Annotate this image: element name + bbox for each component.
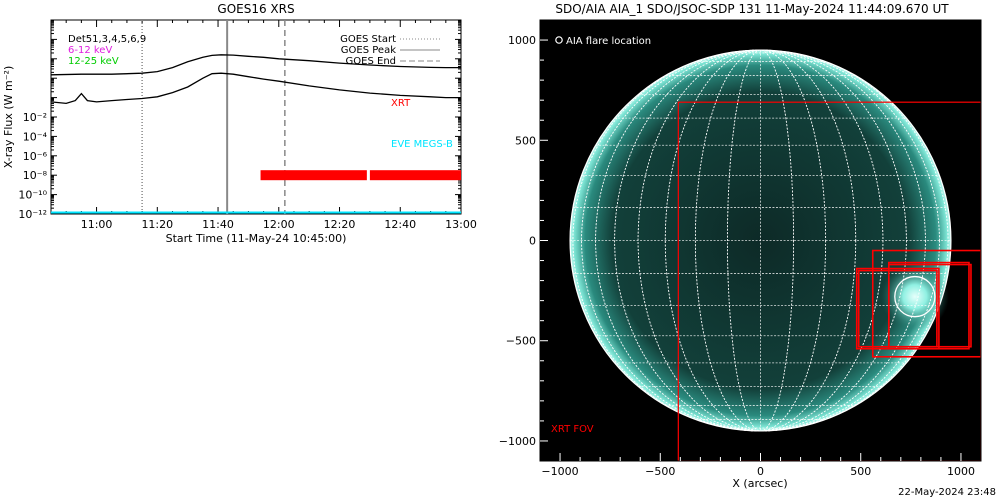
xrt-fov-label: XRT FOV: [551, 424, 594, 435]
legend-goes-peak: GOES Peak: [341, 45, 396, 56]
goes-y-tick-label: 10⁻²: [23, 111, 47, 124]
goes-x-tick-label: 11:40: [202, 218, 234, 231]
aia-x-tick-label: −500: [645, 465, 675, 478]
footer-timestamp: 22-May-2024 23:48: [898, 487, 996, 498]
aia-y-tick-label: 0: [529, 235, 536, 248]
goes-x-axis-label: Start Time (11-May-24 10:45:00): [166, 232, 347, 245]
series-goes-long-channel: [51, 54, 461, 76]
aia-x-ticks: −1000 −500 0 500 1000: [541, 453, 975, 478]
xrt-fov-box: [857, 269, 938, 348]
aia-y-tick-label: −1000: [499, 435, 536, 448]
goes-x-tick-label: 11:20: [141, 218, 173, 231]
energy-band-12-25: 12-25 keV: [68, 56, 119, 67]
aia-x-tick-label: 0: [757, 465, 764, 478]
energy-band-6-12: 6-12 keV: [68, 45, 112, 56]
aia-x-axis-label: X (arcsec): [732, 477, 787, 490]
xrt-coverage-bars: [260, 170, 461, 181]
flare-glow: [880, 262, 949, 331]
legend-goes-start: GOES Start: [340, 34, 396, 45]
xrt-label: XRT: [391, 98, 411, 109]
aia-y-tick-label: 500: [515, 134, 536, 147]
goes-chart-title: GOES16 XRS: [217, 2, 294, 16]
goes-legend: GOES Start GOES Peak GOES End: [340, 34, 440, 67]
aia-y-ticks: −1000 −500 0 500 1000: [499, 34, 548, 448]
goes-x-tick-label: 12:00: [263, 218, 295, 231]
legend-goes-end: GOES End: [346, 56, 396, 67]
xrt-coverage-bar: [260, 170, 367, 181]
aia-x-tick-label: −1000: [541, 465, 578, 478]
goes-x-ticks: 11:00 11:20 11:40 12:00 12:20 12:40 13:00: [50, 20, 477, 231]
goes-plot-frame: [50, 19, 462, 215]
goes-xrs-panel: GOES16 XRS 10⁻¹² 10⁻¹⁰ 10⁻⁸ 10⁻⁶ 10⁻⁴ 10⁻² 11…: [2, 2, 477, 245]
xrt-coverage-bar: [369, 170, 461, 181]
aia-y-tick-label: 1000: [508, 34, 536, 47]
goes-event-markers: [141, 20, 286, 214]
goes-x-tick-label: 12:40: [384, 218, 416, 231]
solar-limb: [569, 49, 952, 432]
goes-x-tick-label: 12:20: [324, 218, 356, 231]
aia-x-tick-label: 1000: [947, 465, 975, 478]
goes-y-tick-label: 10⁻⁶: [23, 150, 48, 163]
aia-image-panel: SDO/AIA AIA_1 SDO/JSOC-SDP 131 11-May-20…: [499, 2, 982, 490]
longitude-line: [581, 49, 940, 432]
goes-y-tick-label: 10⁻⁸: [23, 169, 48, 182]
goes-x-tick-label: 13:00: [445, 218, 477, 231]
goes-x-tick-label: 11:00: [81, 218, 113, 231]
aia-flare-location-circle: [894, 275, 936, 318]
series-goes-short-channel: [51, 72, 461, 105]
goes-y-tick-label: 10⁻¹²: [18, 208, 47, 221]
flare-legend-label: AIA flare location: [566, 36, 651, 47]
flare-legend-symbol: [555, 36, 563, 44]
aia-title: SDO/AIA AIA_1 SDO/JSOC-SDP 131 11-May-20…: [555, 2, 949, 16]
eve-megs-b-label: EVE MEGS-B: [391, 139, 453, 150]
xrt-fov-box: [855, 267, 940, 350]
goes-y-tick-label: 10⁻⁴: [23, 130, 48, 143]
detector-label: Det51,3,4,5,6,9: [68, 34, 146, 45]
goes-series: [51, 54, 461, 214]
aia-y-tick-label: −500: [506, 335, 536, 348]
aia-x-tick-label: 500: [850, 465, 871, 478]
goes-y-tick-label: 10⁻¹⁰: [18, 189, 47, 202]
goes-y-axis-label: X-ray Flux (W m⁻²): [2, 66, 15, 168]
